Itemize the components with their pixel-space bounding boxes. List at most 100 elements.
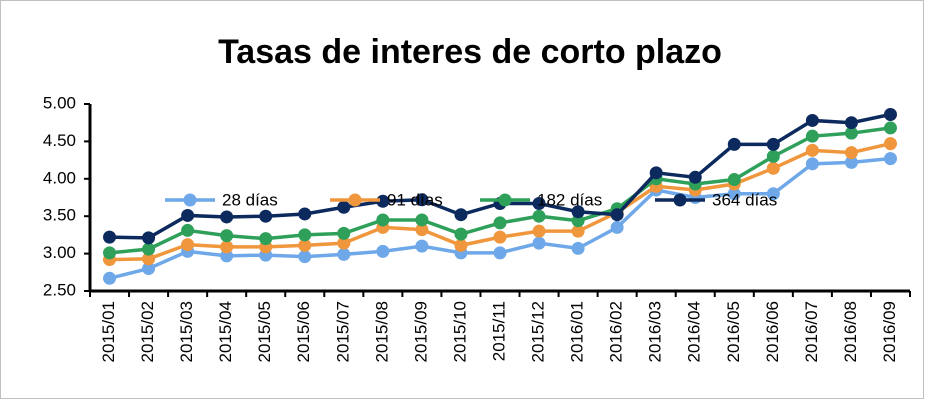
x-tick-label: 2015/09 [411, 301, 430, 362]
legend-marker [498, 193, 512, 207]
point [454, 208, 468, 222]
point [142, 252, 156, 266]
point [259, 209, 273, 223]
point [766, 137, 780, 151]
point [415, 213, 429, 227]
x-tick-label: 2015/10 [450, 301, 469, 362]
legend-marker [673, 193, 687, 207]
point [493, 246, 507, 260]
x-tick-label: 2015/12 [529, 301, 548, 362]
point [571, 214, 585, 228]
point [103, 271, 117, 285]
point [142, 262, 156, 276]
point [610, 208, 624, 222]
point [220, 229, 234, 243]
x-tick-label: 2015/04 [216, 301, 235, 362]
point [298, 250, 312, 264]
point [844, 116, 858, 130]
x-tick-label: 2016/09 [880, 301, 899, 362]
point [142, 231, 156, 245]
point [805, 113, 819, 127]
point [454, 238, 468, 252]
point [415, 223, 429, 237]
chart-title: Tasas de interes de corto plazo [218, 33, 722, 71]
point [298, 238, 312, 252]
point [766, 149, 780, 163]
x-tick-label: 2016/05 [724, 301, 743, 362]
y-tick-label: 2.50 [43, 280, 76, 299]
point [688, 170, 702, 184]
point [181, 238, 195, 252]
x-tick-label: 2015/01 [99, 301, 118, 362]
point [766, 161, 780, 175]
point [220, 240, 234, 254]
point [298, 207, 312, 221]
x-tick-label: 2015/08 [372, 301, 391, 362]
point [376, 213, 390, 227]
point [766, 187, 780, 201]
x-tick-label: 2016/02 [607, 301, 626, 362]
point [571, 241, 585, 255]
point [571, 224, 585, 238]
point [532, 224, 546, 238]
x-tick-label: 2015/03 [177, 301, 196, 362]
point [610, 220, 624, 234]
x-tick-label: 2016/01 [568, 301, 587, 362]
x-tick-label: 2015/05 [255, 301, 274, 362]
point [727, 173, 741, 187]
point [493, 216, 507, 230]
point [727, 187, 741, 201]
point [103, 246, 117, 260]
point [337, 236, 351, 250]
x-tick-label: 2015/07 [333, 301, 352, 362]
y-tick-label: 4.50 [43, 131, 76, 150]
point [883, 121, 897, 135]
point [337, 200, 351, 214]
legend-label: 364 días [712, 190, 777, 209]
legend-marker [348, 193, 362, 207]
x-tick-label: 2016/04 [685, 301, 704, 362]
point [805, 129, 819, 143]
y-tick-label: 4.00 [43, 168, 76, 187]
point [337, 247, 351, 261]
x-tick-label: 2016/03 [646, 301, 665, 362]
point [493, 230, 507, 244]
point [220, 249, 234, 263]
point [376, 244, 390, 258]
x-tick-label: 2016/06 [763, 301, 782, 362]
point [805, 157, 819, 171]
point [181, 208, 195, 222]
point [298, 228, 312, 242]
point [883, 152, 897, 166]
point [844, 155, 858, 169]
point [727, 137, 741, 151]
point [571, 205, 585, 219]
point [844, 126, 858, 140]
legend-label: 182 días [537, 190, 602, 209]
legend-marker [183, 193, 197, 207]
point [883, 137, 897, 151]
y-tick-label: 3.00 [43, 243, 76, 262]
x-tick-label: 2015/11 [489, 301, 508, 361]
y-tick-label: 5.00 [43, 93, 76, 112]
point [415, 193, 429, 207]
point [376, 194, 390, 208]
point [805, 143, 819, 157]
point [103, 230, 117, 244]
x-tick-label: 2015/02 [138, 301, 157, 362]
point [532, 196, 546, 210]
point [532, 209, 546, 223]
point [415, 239, 429, 253]
point [142, 242, 156, 256]
legend-label: 91 días [387, 190, 443, 209]
point [883, 107, 897, 121]
point [454, 227, 468, 241]
point [844, 146, 858, 160]
point [649, 166, 663, 180]
y-tick-label: 3.50 [43, 206, 76, 225]
x-tick-label: 2016/07 [802, 301, 821, 362]
x-tick-label: 2016/08 [841, 301, 860, 362]
legend-label: 28 días [222, 190, 278, 209]
